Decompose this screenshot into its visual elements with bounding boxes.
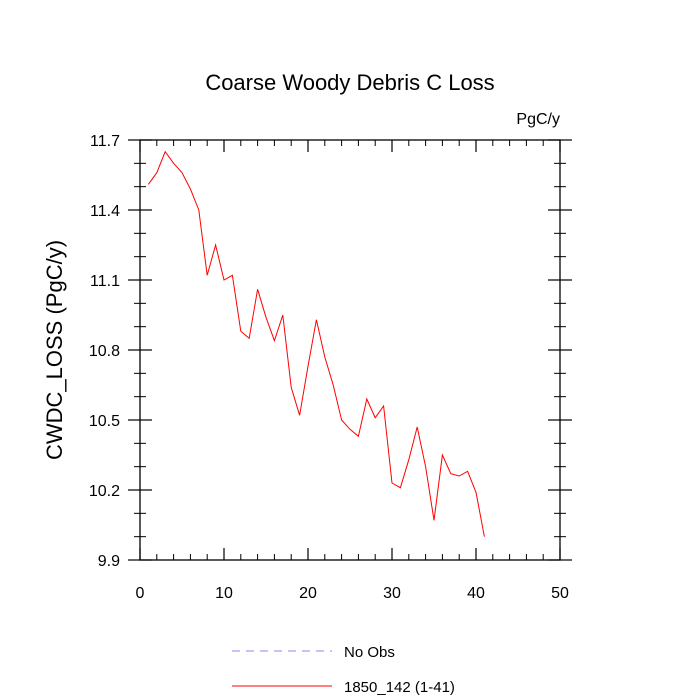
x-tick-label: 10 xyxy=(215,585,233,602)
units-label: PgC/y xyxy=(516,111,560,128)
axes: 0 10 20 30 40 50 9.9 10.2 10.5 10.8 11.1 11.4 11.7 xyxy=(89,133,572,602)
y-tick-label: 11.4 xyxy=(90,203,120,220)
y-tick-label: 10.5 xyxy=(89,413,120,430)
x-tick-label: 50 xyxy=(551,585,569,602)
y-tick-label: 10.8 xyxy=(89,343,120,360)
x-tick-label: 40 xyxy=(467,585,485,602)
y-tick-label: 9.9 xyxy=(98,553,120,570)
chart-title: Coarse Woody Debris C Loss xyxy=(205,70,494,95)
y-axis-label: CWDC_LOSS (PgC/y) xyxy=(42,240,67,460)
y-tick-label: 10.2 xyxy=(89,483,120,500)
plot-frame xyxy=(139,139,561,561)
legend: No Obs 1850_142 (1-41) xyxy=(232,644,455,696)
x-tick-label: 30 xyxy=(383,585,401,602)
y-tick-label: 11.1 xyxy=(90,273,120,290)
x-tick-label: 0 xyxy=(136,585,145,602)
x-tick-label: 20 xyxy=(299,585,317,602)
legend-label: No Obs xyxy=(344,644,395,661)
legend-label: 1850_142 (1-41) xyxy=(344,679,455,696)
series-layer xyxy=(147,150,485,537)
series-line xyxy=(147,150,485,537)
y-tick-label: 11.7 xyxy=(90,133,120,150)
